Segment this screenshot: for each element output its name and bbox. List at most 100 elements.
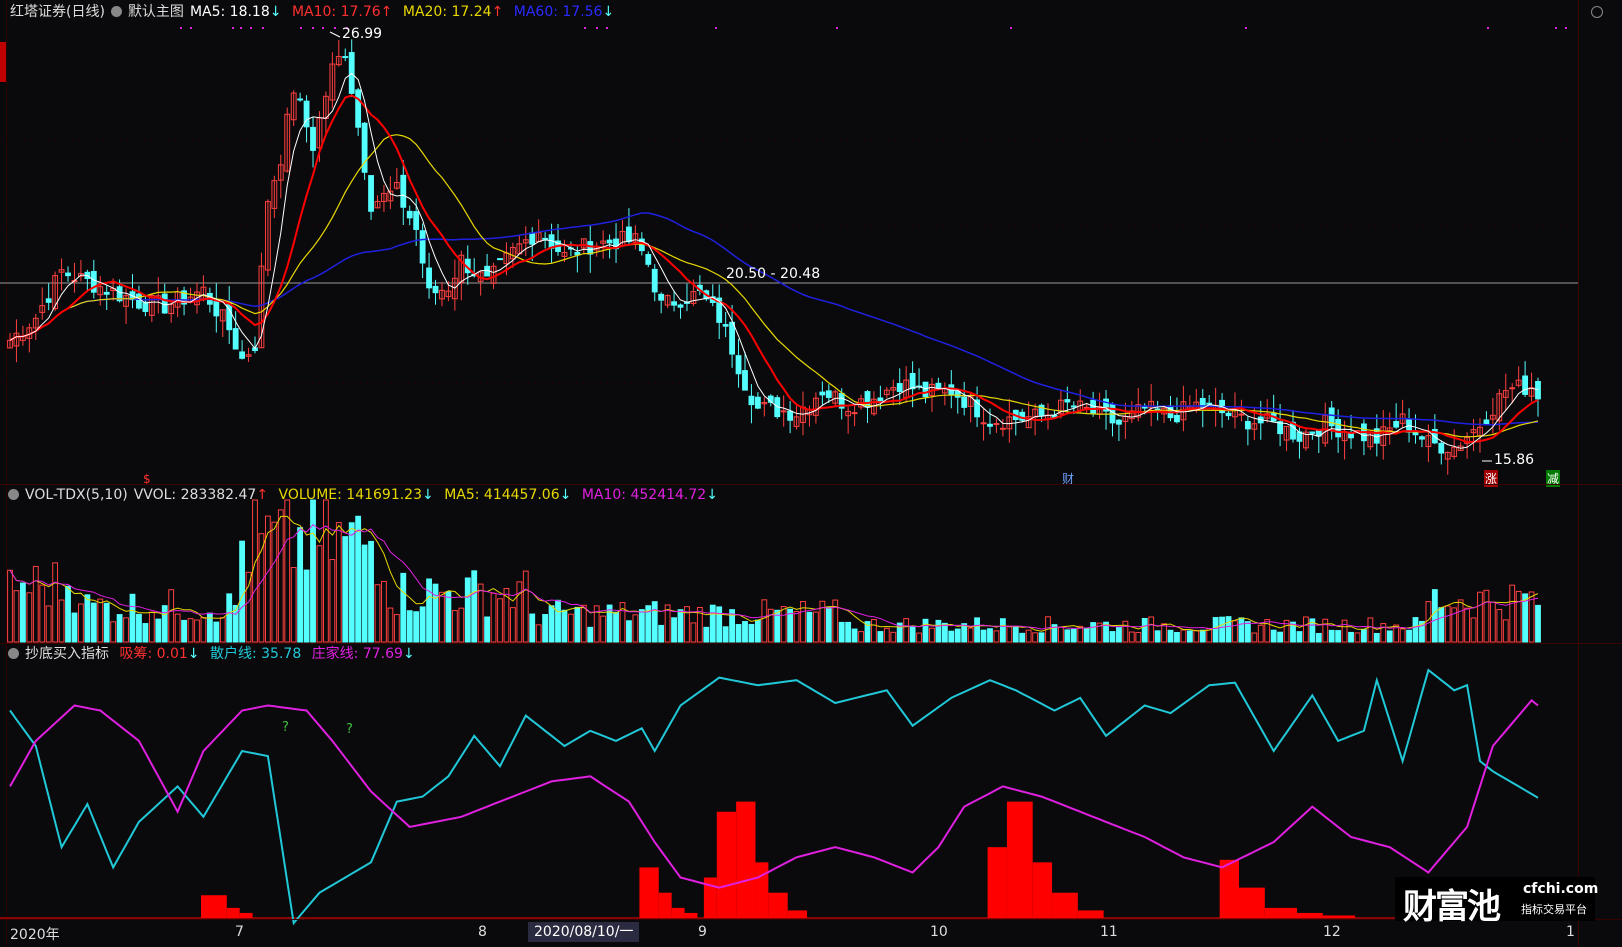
- volume-bar: [1483, 589, 1490, 643]
- volume-bar: [825, 606, 832, 643]
- volume-bar: [1328, 629, 1335, 643]
- volume-bar: [529, 613, 536, 643]
- vol-indicator-name[interactable]: VOL-TDX(5,10): [25, 487, 128, 503]
- candle-body: [90, 270, 97, 293]
- zhuangjia-label: 庄家线: 77.69↓: [311, 646, 415, 662]
- volume-bar: [39, 584, 46, 643]
- candle-body: [1302, 431, 1309, 449]
- volume-bar: [871, 619, 877, 643]
- candle-body: [142, 301, 149, 312]
- volume-bar: [258, 533, 265, 643]
- volume-bar: [123, 617, 129, 643]
- volume-bar: [129, 593, 136, 643]
- volume-bar: [13, 590, 20, 643]
- volume-bar: [1528, 591, 1535, 643]
- volume-bar: [45, 605, 52, 643]
- vol-ma10-label: MA10: 452414.72↓: [581, 487, 718, 503]
- volume-bar: [490, 592, 497, 643]
- candle-body: [445, 290, 452, 298]
- candle-body: [413, 211, 420, 230]
- volume-bar: [26, 592, 33, 643]
- left-toolbar-strip: [0, 0, 7, 947]
- volume-bar: [252, 499, 258, 643]
- sanhu-label: 散户线: 35.78: [209, 646, 302, 662]
- xichou-bar: [1052, 892, 1078, 918]
- settings-dot-icon[interactable]: [110, 6, 122, 17]
- candle-body: [748, 395, 755, 406]
- xichou-bar: [1077, 910, 1104, 918]
- candle-body: [1515, 379, 1522, 386]
- volume-bar: [883, 627, 890, 643]
- volume-bar: [168, 589, 175, 643]
- volume-bar: [1419, 620, 1425, 643]
- vol-header: VOL-TDX(5,10) VVOL: 283382.47↑ VOLUME: 14…: [8, 484, 724, 506]
- indicator-settings-icon[interactable]: [8, 648, 19, 659]
- volume-bar: [1219, 616, 1225, 643]
- candle-body: [851, 412, 858, 415]
- candle-body: [297, 98, 304, 101]
- volume-bar: [1296, 631, 1303, 643]
- panel-close-icon[interactable]: [1591, 6, 1603, 18]
- sanhu-line: [9, 668, 1539, 926]
- candle-body: [374, 200, 381, 209]
- volume-bar: [742, 621, 748, 643]
- crosshair-price-label: 20.50 - 20.48: [726, 266, 821, 282]
- candle-body: [451, 277, 458, 300]
- finance-marker[interactable]: 财: [1062, 472, 1075, 486]
- price-gridlines: [0, 139, 1578, 384]
- volume-bar: [1535, 604, 1541, 643]
- candle-body: [735, 355, 742, 375]
- candle-body: [239, 351, 246, 359]
- month-label-11: 11: [1100, 924, 1118, 940]
- ma10-label: MA10: 17.76↑: [291, 4, 393, 20]
- xichou-bar: [201, 895, 227, 918]
- candle-body: [32, 317, 39, 329]
- ma5-line: [9, 72, 1539, 449]
- ind-axis-divider: [0, 919, 1622, 920]
- xichou-bar: [787, 910, 808, 918]
- volume-bar: [413, 611, 420, 643]
- vol-settings-icon[interactable]: [8, 489, 19, 500]
- candle-body: [780, 410, 787, 413]
- volume-bar: [1283, 619, 1290, 643]
- volume-bar: [1451, 607, 1458, 643]
- volume-bar: [703, 626, 710, 643]
- volume-bar: [355, 515, 362, 643]
- reduce-marker[interactable]: 减: [1546, 470, 1561, 487]
- candle-body: [342, 56, 349, 59]
- volume-bar: [722, 626, 729, 643]
- volume-bar: [1083, 627, 1090, 643]
- volume-bar: [877, 631, 884, 643]
- indicator-name[interactable]: 抄底买入指标: [25, 646, 109, 662]
- volume-bar: [65, 585, 71, 643]
- volume-bar: [1244, 621, 1251, 643]
- xichou-bar: [755, 862, 769, 918]
- left-red-tag[interactable]: [0, 42, 6, 82]
- rise-limit-marker[interactable]: 涨: [1484, 470, 1499, 487]
- candle-body: [845, 410, 852, 417]
- stock-name[interactable]: 红塔证券(日线): [10, 4, 105, 20]
- volume-bar: [909, 625, 916, 643]
- volume-bar: [1348, 631, 1354, 643]
- volume-bar: [1251, 632, 1258, 643]
- volume-bar: [1038, 632, 1045, 643]
- candle-body: [1283, 425, 1290, 441]
- volume-bar: [819, 600, 826, 643]
- candle-body: [1309, 431, 1316, 434]
- dividend-marker[interactable]: $: [143, 472, 151, 486]
- template-name[interactable]: 默认主图: [127, 4, 184, 20]
- candle-body: [148, 294, 155, 316]
- month-label-10: 10: [930, 924, 948, 940]
- volume-bar: [1399, 628, 1406, 643]
- candle-body: [284, 113, 291, 172]
- volume-bar: [1006, 625, 1013, 643]
- watermark-tagline: 指标交易平台: [1521, 903, 1587, 916]
- candle-body: [1509, 387, 1516, 390]
- candle-body: [1057, 399, 1064, 415]
- candle-body: [194, 291, 200, 306]
- vol-ma10-line: [9, 524, 1539, 630]
- volume-bar: [1096, 622, 1103, 643]
- candle-body: [529, 232, 536, 245]
- volume-bar: [264, 515, 271, 643]
- candle-body: [1522, 375, 1529, 395]
